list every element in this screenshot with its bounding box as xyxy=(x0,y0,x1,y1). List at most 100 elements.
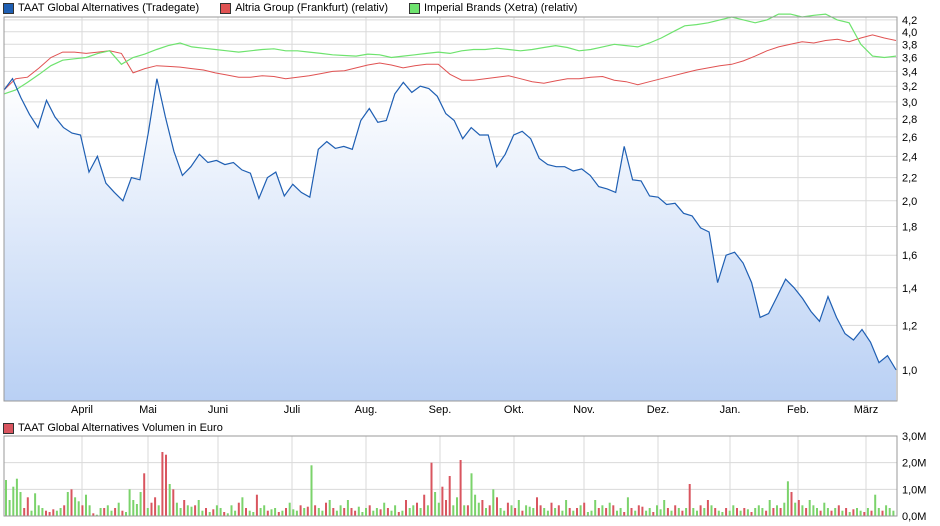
volume-bar xyxy=(12,486,15,516)
legend-item-imperial[interactable]: Imperial Brands (Xetra) (relativ) xyxy=(406,2,577,14)
y-tick-label: 1,0 xyxy=(902,365,917,377)
volume-bar xyxy=(394,505,397,516)
volume-bar xyxy=(321,510,324,516)
volume-bar xyxy=(103,508,106,516)
month-x-axis: April Mai Juni Juli Aug. Sep. Okt. Nov. Dez. Jan.… xyxy=(71,404,878,416)
volume-bar xyxy=(528,506,531,516)
y-tick-label: 4,2 xyxy=(902,15,917,27)
volume-bar xyxy=(183,500,186,516)
volume-legend: TAAT Global Alternatives Volumen in Euro xyxy=(0,420,223,436)
volume-bar xyxy=(688,484,691,516)
volume-bar xyxy=(201,510,204,516)
volume-bar xyxy=(736,508,738,516)
volume-bar xyxy=(408,508,411,516)
volume-bar xyxy=(197,500,200,516)
volume-bar xyxy=(652,512,655,516)
volume-bar xyxy=(299,505,302,516)
volume-bar xyxy=(605,508,608,516)
volume-bar xyxy=(241,497,244,516)
volume-bar xyxy=(674,505,677,516)
volume-bar xyxy=(808,500,811,516)
volume-bar xyxy=(786,481,789,516)
x-tick-label: Okt. xyxy=(504,404,524,416)
volume-bar xyxy=(721,512,724,516)
volume-bar xyxy=(346,500,349,516)
legend-swatch-altria xyxy=(220,2,232,14)
volume-bar xyxy=(819,510,822,516)
volume-bar xyxy=(430,462,433,516)
volume-bar xyxy=(845,508,848,516)
volume-bar xyxy=(292,509,295,516)
y-tick-label: 4,0 xyxy=(902,27,917,39)
volume-bar xyxy=(659,509,662,516)
volume-bar xyxy=(357,506,360,516)
volume-bar xyxy=(645,510,648,516)
y-tick-label: 2,2 xyxy=(902,173,917,185)
volume-bar xyxy=(506,502,509,516)
volume-bar xyxy=(663,500,666,516)
volume-bar xyxy=(634,510,637,516)
volume-bar xyxy=(397,512,400,516)
volume-bar xyxy=(856,508,858,516)
volume-bar xyxy=(45,510,47,516)
volume-bar xyxy=(601,505,604,516)
volume-bar xyxy=(234,510,237,516)
volume-bar xyxy=(266,510,269,516)
volume-bar xyxy=(536,497,538,516)
taat-series-line xyxy=(3,77,897,371)
volume-bar xyxy=(5,480,7,516)
y-tick-label: 2,4 xyxy=(902,151,917,163)
volume-bar xyxy=(892,510,895,516)
imperial-series-line xyxy=(3,13,897,95)
volume-bar xyxy=(19,492,22,516)
volume-bar xyxy=(354,510,357,516)
volume-bar xyxy=(463,505,466,516)
legend-item-taat[interactable]: TAAT Global Alternatives (Tradegate) xyxy=(0,2,199,14)
x-tick-label: Juli xyxy=(284,404,301,416)
volume-bar xyxy=(48,512,51,516)
volume-bar xyxy=(110,510,113,516)
legend-item-altria[interactable]: Altria Group (Frankfurt) (relativ) xyxy=(217,2,388,14)
volume-bar xyxy=(259,508,262,516)
volume-bar xyxy=(368,505,371,516)
volume-bar xyxy=(746,509,749,516)
volume-bar xyxy=(161,452,164,516)
volume-bar xyxy=(525,505,528,516)
volume-bar xyxy=(99,508,102,516)
volume-bar xyxy=(816,508,818,516)
volume-bar xyxy=(437,502,440,516)
volume-bar xyxy=(561,510,564,516)
y-tick-label: 1,6 xyxy=(902,250,917,262)
volume-bar xyxy=(510,505,513,516)
volume-bar xyxy=(616,510,618,516)
volume-bar xyxy=(361,512,364,516)
volume-bar xyxy=(117,502,120,516)
volume-bar xyxy=(456,497,458,516)
volume-bar xyxy=(768,500,771,516)
volume-bar xyxy=(77,501,80,516)
volume-bar xyxy=(317,508,320,516)
volume-bar xyxy=(666,508,669,516)
volume-bar xyxy=(23,508,26,516)
volume-bar xyxy=(805,508,808,516)
volume-bar xyxy=(761,508,764,516)
volume-bar xyxy=(263,505,266,516)
volume-bar xyxy=(208,512,211,516)
volume-bar xyxy=(281,510,284,516)
volume-bar xyxy=(514,508,517,516)
volume-bar xyxy=(823,502,826,516)
volume-bar xyxy=(830,510,833,516)
chart-legend: TAAT Global Alternatives (Tradegate) Alt… xyxy=(0,0,595,16)
volume-bar xyxy=(328,500,331,516)
volume-bar xyxy=(488,505,491,516)
y-tick-label: 3,0 xyxy=(902,97,917,109)
volume-bar xyxy=(739,510,742,516)
volume-bar xyxy=(252,512,255,516)
volume-bar xyxy=(583,502,586,516)
y-tick-label: 1,4 xyxy=(902,283,917,295)
volume-bar xyxy=(416,502,418,516)
legend-swatch-taat xyxy=(3,2,14,14)
y-tick-label: 1,8 xyxy=(902,221,917,233)
volume-bar xyxy=(594,500,597,516)
volume-bar xyxy=(576,508,578,516)
